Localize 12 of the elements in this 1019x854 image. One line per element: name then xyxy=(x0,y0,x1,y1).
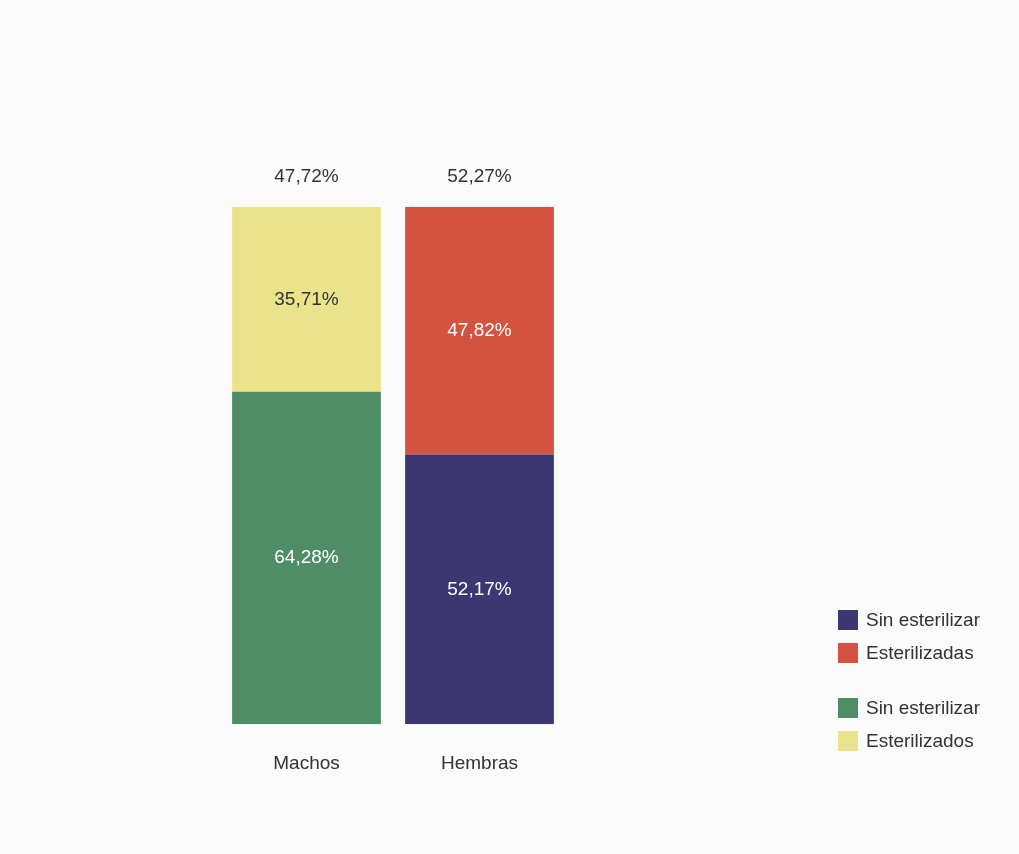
data-label: 52,17% xyxy=(447,577,512,599)
x-tick-label: Hembras xyxy=(440,751,519,773)
x-tick-label: Machos xyxy=(273,751,340,773)
annotation: 52,27% xyxy=(447,165,512,187)
annotation: 47,72% xyxy=(274,165,339,187)
legend-label: Sin esterilizar xyxy=(865,696,980,719)
data-label: 35,71% xyxy=(274,287,339,309)
legend-label: Esterilizadas xyxy=(865,641,974,664)
legend-label: Esterilizados xyxy=(865,729,974,752)
legend-label: Sin esterilizar xyxy=(865,608,980,631)
data-label: 64,28% xyxy=(274,546,339,568)
data-label: 47,82% xyxy=(447,318,512,340)
